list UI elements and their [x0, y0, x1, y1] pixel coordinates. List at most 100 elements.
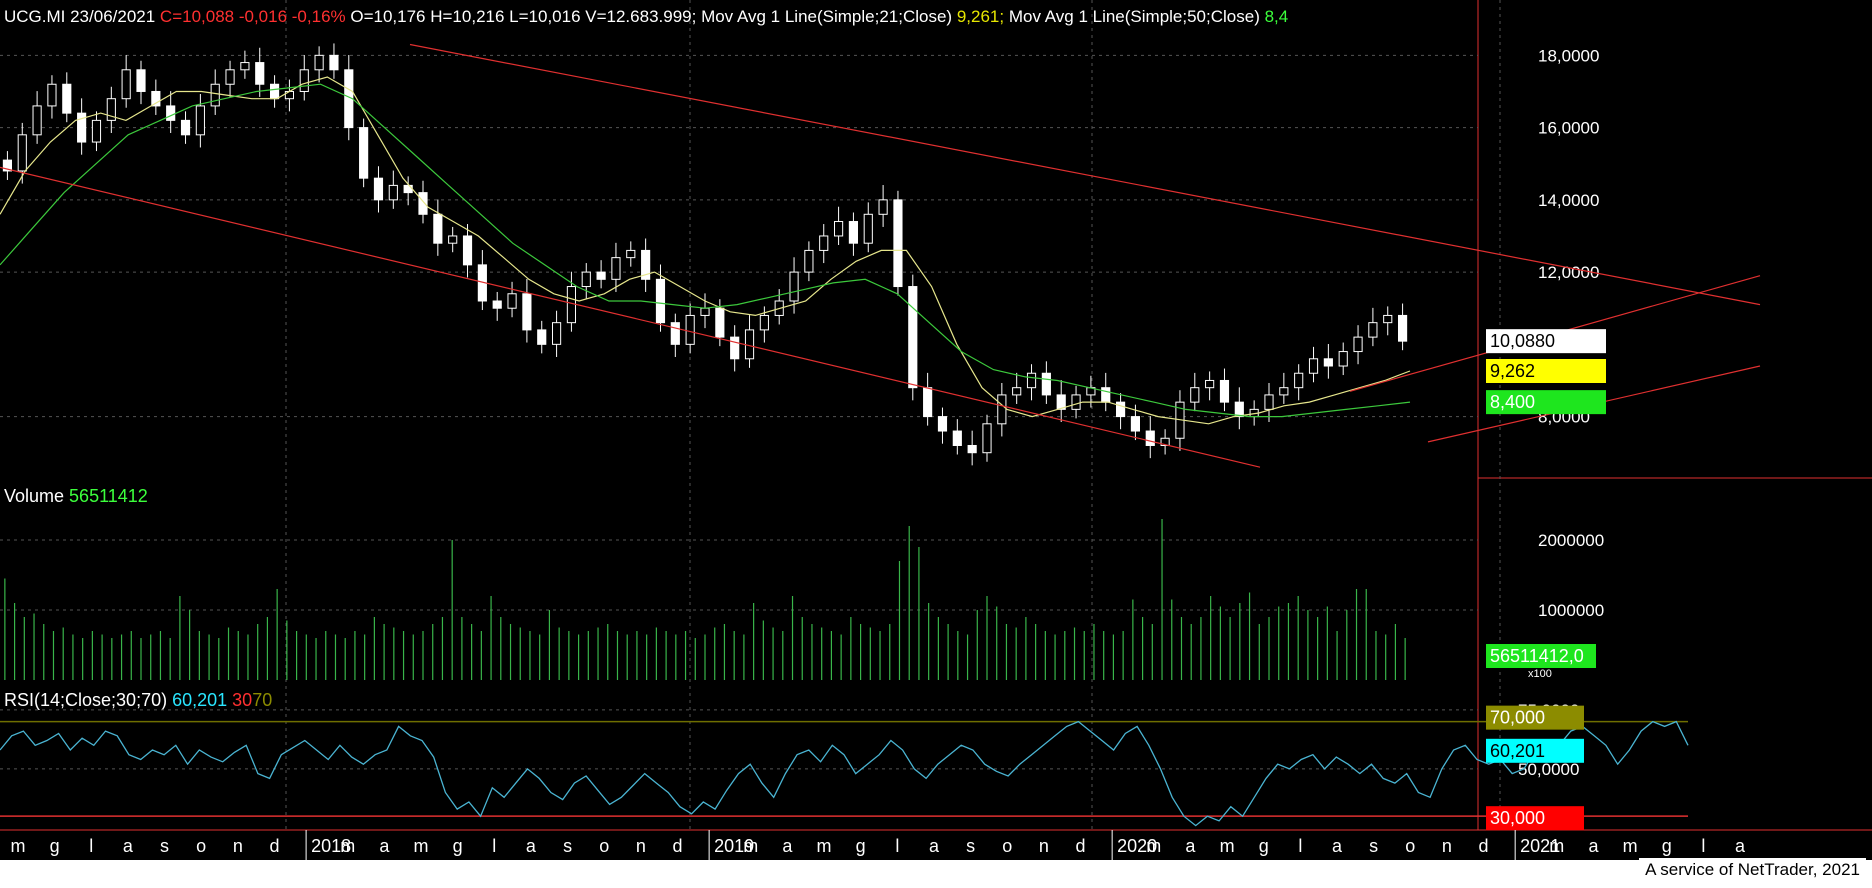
candle-body	[789, 271, 799, 302]
candle-body	[670, 322, 680, 345]
candle-body	[136, 69, 146, 92]
rsi-tag-box	[1486, 738, 1584, 763]
candle-body	[151, 90, 161, 107]
candle-body	[240, 62, 250, 71]
rsi-line	[0, 720, 1689, 827]
candle-body	[2, 159, 13, 172]
rsi-label: RSI(14;Close;30;70) 60,201 3070	[4, 690, 272, 710]
candle-body	[1041, 372, 1051, 396]
rsi-label-segment: 30	[232, 690, 252, 710]
candle-body	[1160, 437, 1170, 446]
candle-body	[418, 192, 428, 215]
candle-body	[759, 314, 769, 331]
candle-body	[1383, 314, 1393, 324]
header-segment: Mov Avg 1 Line(Simple;50;Close)	[1009, 7, 1265, 26]
price-tag-text: 10,0880	[1490, 331, 1555, 351]
xaxis-month-label: l	[89, 836, 93, 856]
xaxis-month-label: a	[1185, 836, 1196, 856]
candle-body	[908, 286, 918, 389]
candle-body	[997, 394, 1007, 425]
candle-body	[581, 271, 591, 288]
credit-text: A service of NetTrader, 2021	[1639, 858, 1866, 882]
candle-body	[641, 249, 651, 280]
xaxis-month-label: s	[160, 836, 169, 856]
xaxis-month-label: a	[929, 836, 940, 856]
xaxis-year-label: 2020	[1117, 836, 1157, 856]
ma50-line	[0, 83, 1411, 418]
candle-body	[626, 249, 636, 259]
chart-header: UCG.MI 23/06/2021 C=10,088 -0,016 -0,16%…	[4, 7, 1288, 26]
candle-body	[804, 249, 814, 273]
candle-body	[359, 127, 369, 179]
xaxis-month-label: n	[1039, 836, 1049, 856]
candle-body	[403, 184, 413, 194]
rsi-label-segment: RSI(14;Close;30;70)	[4, 690, 172, 710]
candle-body	[685, 314, 695, 345]
candle-body	[878, 199, 888, 215]
candle-body	[937, 416, 948, 432]
xaxis-month-label: l	[1701, 836, 1705, 856]
candle-body	[1130, 416, 1141, 432]
volume-label: Volume 56511412	[4, 486, 148, 506]
price-tag-text: 9,262	[1490, 361, 1535, 381]
xaxis-month-label: o	[1405, 836, 1415, 856]
xaxis-month-label: g	[1662, 836, 1672, 856]
header-segment: 8,4	[1265, 7, 1289, 26]
header-segment: C=10,088 -0,016 -0,16%	[160, 7, 350, 26]
xaxis-month-label: n	[636, 836, 646, 856]
xaxis-month-label: o	[599, 836, 609, 856]
candle-body	[269, 83, 280, 100]
candle-body	[1205, 379, 1215, 389]
candle-body	[121, 69, 131, 100]
candle-body	[1279, 387, 1289, 396]
xaxis-month-label: m	[1549, 836, 1564, 856]
xaxis-year-label: 2019	[714, 836, 754, 856]
candle-body	[210, 83, 220, 107]
price-tag-text: 8,400	[1490, 392, 1535, 412]
candle-body	[225, 69, 235, 85]
candle-body	[1145, 430, 1155, 446]
candle-body	[1101, 387, 1111, 403]
candle-body	[314, 54, 324, 71]
volume-tick-label: 2000000	[1538, 531, 1604, 550]
xaxis-month-label: m	[340, 836, 355, 856]
xaxis-month-label: l	[895, 836, 899, 856]
candle-body	[700, 307, 710, 316]
price-tick-label: 18,0000	[1538, 46, 1599, 65]
candle-body	[1397, 314, 1408, 342]
volume-tick-label: 1000000	[1538, 601, 1604, 620]
xaxis-month-label: n	[233, 836, 243, 856]
candle-body	[448, 235, 458, 244]
xaxis-year-label: 2018	[311, 836, 351, 856]
xaxis-month-label: m	[1146, 836, 1161, 856]
candle-body	[166, 105, 176, 121]
xaxis-month-label: d	[672, 836, 682, 856]
price-tag-box	[1486, 390, 1606, 415]
header-segment: UCG.MI 23/06/2021	[4, 7, 160, 26]
lower-trendline	[0, 166, 1261, 468]
candle-body	[923, 387, 933, 418]
candle-body	[1264, 394, 1274, 410]
xaxis-month-label: a	[782, 836, 793, 856]
candle-body	[255, 62, 265, 85]
volume-label-text: Volume	[4, 486, 69, 506]
candle-body	[462, 235, 473, 266]
candle-body	[329, 54, 339, 71]
price-tick-label: 12,0000	[1538, 263, 1599, 282]
candle-body	[507, 293, 517, 309]
candle-body	[1026, 372, 1037, 389]
candle-body	[863, 213, 873, 244]
candle-body	[1368, 322, 1378, 338]
xaxis-month-label: l	[492, 836, 496, 856]
price-tag-box	[1486, 359, 1606, 384]
price-tag-box	[1486, 329, 1606, 354]
rsi-tag-box	[1486, 705, 1584, 730]
volume-scale-note: x100	[1528, 668, 1552, 680]
volume-tag-text: 56511412,0	[1490, 646, 1584, 666]
candle-body	[848, 221, 859, 244]
xaxis-month-label: g	[50, 836, 60, 856]
xaxis-month-label: s	[1369, 836, 1378, 856]
xaxis-month-label: g	[453, 836, 463, 856]
xaxis-month-label: m	[743, 836, 758, 856]
candle-body	[1115, 401, 1126, 418]
